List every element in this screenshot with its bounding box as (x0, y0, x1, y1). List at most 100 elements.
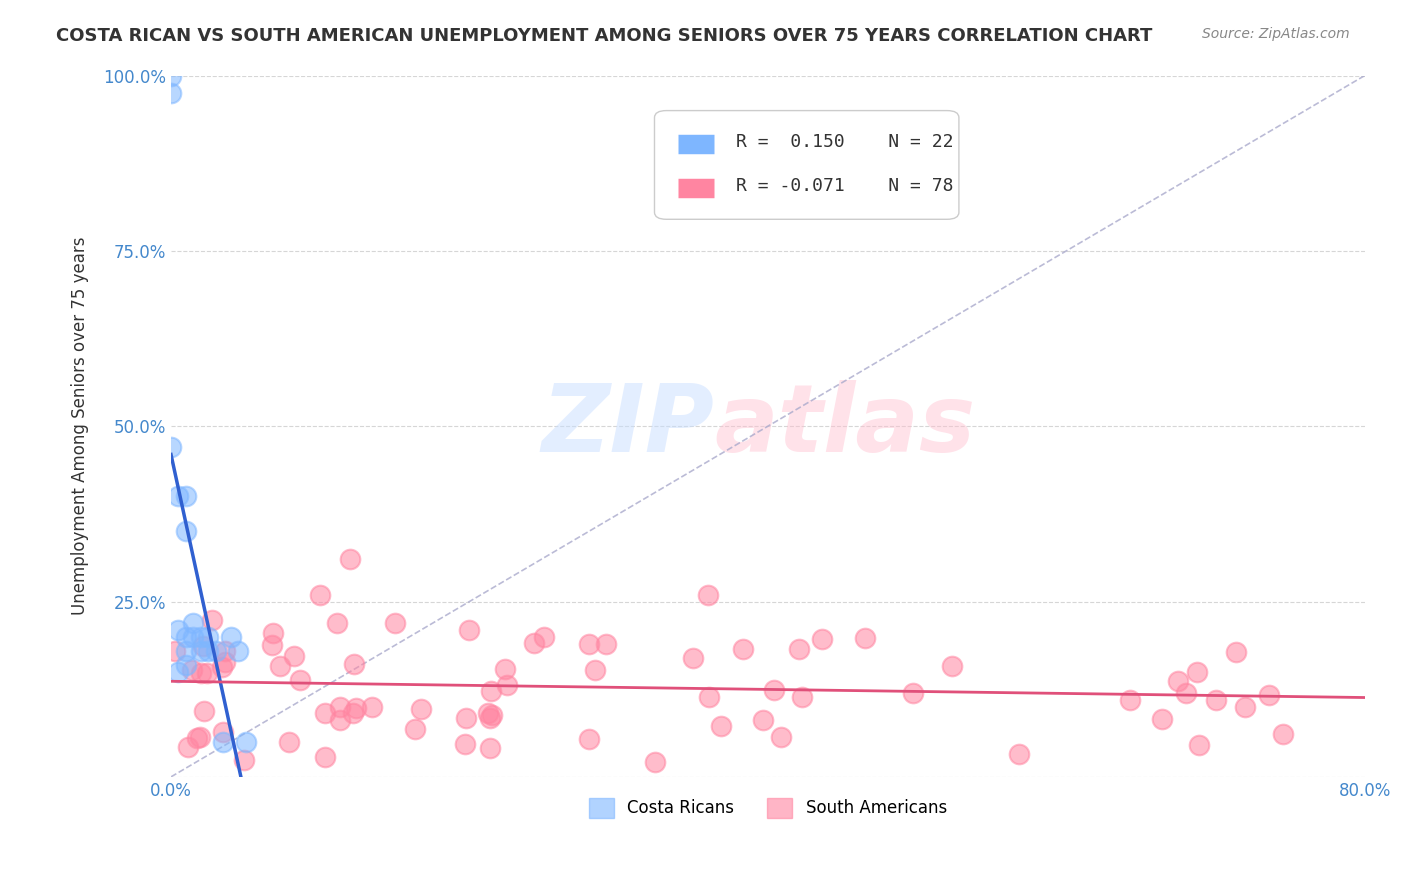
Point (167, 489, 190, 503)
Point (174, 657, 197, 672)
Point (329, 699, 352, 714)
Point (1167, 673, 1189, 688)
Point (479, 684, 502, 698)
Point (454, 738, 477, 752)
Text: Source: ZipAtlas.com: Source: ZipAtlas.com (1202, 27, 1350, 41)
Point (477, 706, 499, 720)
Point (183, 630, 205, 644)
Text: atlas: atlas (714, 380, 976, 472)
Point (201, 613, 224, 627)
Point (409, 702, 432, 716)
Point (682, 651, 704, 665)
Point (219, 630, 242, 644)
Point (458, 623, 481, 637)
Point (212, 724, 235, 739)
Point (188, 730, 211, 744)
Point (404, 722, 426, 736)
Text: COSTA RICAN VS SOUTH AMERICAN UNEMPLOYMENT AMONG SENIORS OVER 75 YEARS CORRELATI: COSTA RICAN VS SOUTH AMERICAN UNEMPLOYME… (56, 27, 1153, 45)
Point (174, 643, 197, 657)
Point (479, 711, 502, 725)
Point (195, 666, 218, 681)
Point (361, 700, 384, 714)
Point (699, 690, 721, 705)
Point (212, 735, 235, 749)
Legend: Costa Ricans, South Americans: Costa Ricans, South Americans (582, 791, 953, 824)
Point (1205, 692, 1227, 706)
Point (342, 706, 364, 720)
Point (481, 707, 503, 722)
Point (1188, 738, 1211, 752)
Point (165, 644, 187, 658)
Point (496, 678, 519, 692)
Text: R =  0.150    N = 22: R = 0.150 N = 22 (735, 133, 953, 151)
Point (183, 615, 205, 630)
Point (1225, 645, 1247, 659)
Point (233, 753, 256, 767)
Point (197, 630, 219, 644)
Point (193, 705, 215, 719)
Point (160, 69, 183, 83)
Point (204, 643, 226, 657)
FancyBboxPatch shape (654, 111, 959, 219)
Point (214, 655, 236, 669)
Point (339, 552, 361, 566)
Point (329, 713, 352, 727)
Point (211, 660, 233, 674)
Point (186, 731, 208, 746)
Point (197, 643, 219, 657)
Point (1150, 712, 1173, 726)
Point (494, 662, 516, 676)
Point (770, 730, 793, 744)
Point (578, 637, 600, 651)
Point (190, 666, 212, 681)
Point (752, 713, 775, 727)
Point (644, 756, 666, 770)
Point (710, 719, 733, 733)
Point (454, 711, 477, 725)
Point (314, 749, 336, 764)
Point (344, 701, 367, 715)
Point (1258, 689, 1281, 703)
Point (160, 440, 183, 454)
Point (523, 636, 546, 650)
Point (160, 86, 183, 100)
Point (479, 741, 502, 756)
Point (262, 626, 284, 640)
Point (941, 658, 963, 673)
Point (343, 657, 366, 671)
Point (288, 673, 311, 687)
Point (326, 616, 349, 631)
Point (1174, 686, 1197, 700)
Point (191, 639, 214, 653)
Point (583, 663, 606, 677)
Point (260, 638, 283, 652)
Point (853, 631, 876, 645)
Point (174, 630, 197, 644)
Point (790, 690, 813, 704)
Point (314, 706, 336, 720)
Point (226, 643, 249, 657)
Text: ZIP: ZIP (541, 380, 714, 472)
Point (384, 615, 406, 630)
Point (697, 587, 720, 601)
Point (733, 642, 755, 657)
Text: R = -0.071    N = 78: R = -0.071 N = 78 (735, 178, 953, 195)
Point (595, 637, 617, 651)
Point (190, 630, 212, 644)
Point (1271, 727, 1294, 741)
Point (901, 686, 924, 700)
Point (762, 682, 785, 697)
Point (283, 648, 305, 663)
Point (174, 489, 197, 503)
Point (309, 587, 332, 601)
Y-axis label: Unemployment Among Seniors over 75 years: Unemployment Among Seniors over 75 years (72, 237, 89, 615)
Point (174, 524, 197, 539)
Point (190, 643, 212, 657)
Point (811, 632, 834, 646)
Point (167, 665, 190, 679)
Point (269, 658, 291, 673)
Point (167, 623, 190, 637)
Point (787, 641, 810, 656)
Point (278, 734, 301, 748)
Point (177, 740, 200, 755)
